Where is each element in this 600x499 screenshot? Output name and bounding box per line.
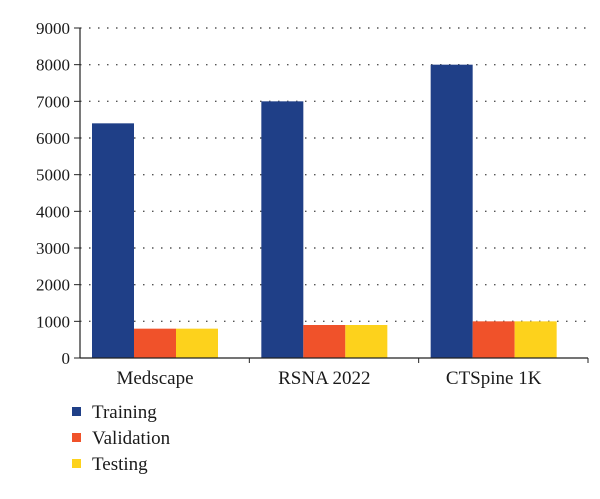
bar-validation	[472, 321, 515, 358]
legend-label-training: Training	[92, 402, 157, 423]
bar-testing	[345, 325, 388, 358]
legend-swatch-training	[72, 407, 81, 416]
gridlines	[80, 27, 588, 323]
legend: Training Validation Testing	[72, 402, 171, 475]
y-tick-label: 7000	[36, 92, 70, 111]
legend-label-validation: Validation	[92, 428, 171, 449]
legend-swatch-validation	[72, 433, 81, 442]
y-tick-label: 0	[62, 349, 71, 368]
y-tick-label: 4000	[36, 202, 70, 221]
legend-label-testing: Testing	[92, 454, 148, 475]
bar-validation	[303, 325, 346, 358]
bar-testing	[176, 328, 218, 358]
y-tick-label: 9000	[36, 19, 70, 38]
y-tick-label: 5000	[36, 166, 70, 185]
bar-validation	[134, 328, 176, 358]
bar-training	[261, 101, 304, 358]
bar-training	[430, 64, 473, 359]
x-tick-label: CTSpine 1K	[446, 368, 542, 389]
axes: 0 1000 2000 3000 4000 5000 6000 7000 8000 9000 Med…	[36, 19, 589, 389]
y-tick-label: 8000	[36, 56, 70, 75]
y-tick-label: 2000	[36, 276, 70, 295]
legend-swatch-testing	[72, 459, 81, 468]
y-tick-label: 6000	[36, 129, 70, 148]
bar-training	[92, 123, 134, 358]
y-tick-label: 1000	[36, 312, 70, 331]
y-tick-label: 3000	[36, 239, 70, 258]
bars	[92, 64, 557, 359]
bar-testing	[514, 321, 557, 358]
x-tick-label: Medscape	[116, 368, 193, 389]
x-tick-label: RSNA 2022	[278, 368, 370, 389]
